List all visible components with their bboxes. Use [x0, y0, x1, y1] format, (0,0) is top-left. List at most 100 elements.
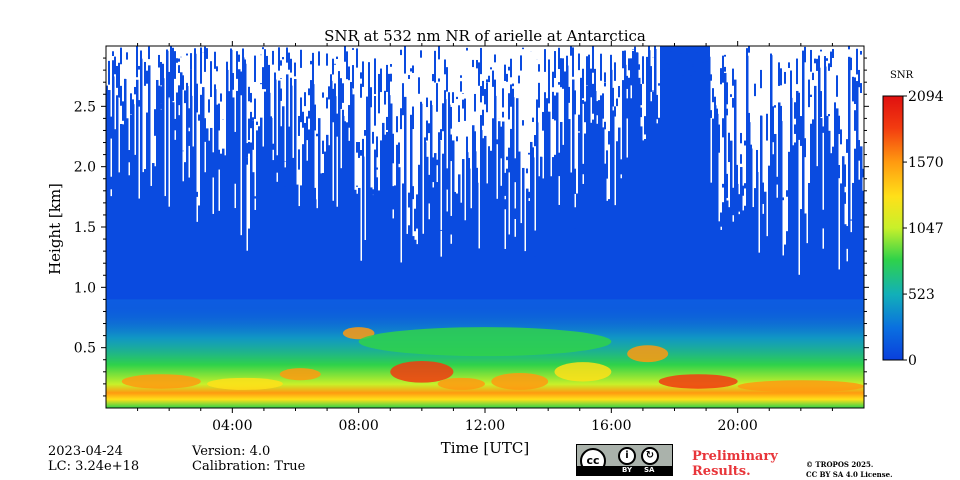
noise-streak	[588, 58, 590, 89]
noise-streak	[280, 60, 282, 66]
noise-streak	[622, 50, 624, 69]
noise-streak	[614, 62, 616, 81]
noise-streak	[662, 46, 664, 70]
signal-column	[220, 161, 223, 408]
noise-streak	[182, 75, 184, 90]
noise-streak	[778, 62, 780, 85]
signal-column	[338, 82, 341, 408]
noise-streak	[356, 142, 358, 153]
signal-column	[296, 184, 299, 408]
noise-streak	[850, 57, 852, 71]
noise-streak	[158, 55, 160, 67]
signal-column	[276, 181, 279, 408]
noise-streak	[232, 73, 234, 87]
noise-streak	[322, 140, 324, 154]
noise-streak	[256, 121, 258, 125]
noise-streak	[332, 58, 334, 75]
signal-column	[622, 80, 625, 408]
signal-column	[530, 141, 533, 408]
signal-column	[854, 148, 857, 408]
noise-streak	[546, 98, 548, 121]
signal-column	[268, 92, 271, 408]
signal-column	[330, 80, 333, 408]
noise-streak	[278, 47, 280, 71]
noise-streak	[414, 208, 416, 232]
signal-column	[210, 127, 213, 408]
noise-streak	[212, 152, 214, 178]
signal-column	[582, 183, 585, 408]
noise-streak	[740, 154, 742, 164]
noise-streak	[460, 81, 462, 92]
noise-streak	[276, 155, 278, 173]
noise-streak	[522, 47, 524, 50]
signal-column	[696, 46, 699, 408]
noise-streak	[178, 65, 180, 74]
noise-streak	[186, 82, 188, 107]
noise-streak	[798, 92, 800, 115]
noise-streak	[322, 92, 324, 98]
noise-streak	[366, 104, 368, 116]
noise-streak	[668, 46, 670, 65]
signal-column	[506, 168, 509, 408]
signal-column	[692, 46, 695, 408]
signal-column	[166, 50, 169, 408]
signal-column	[632, 50, 635, 408]
aerosol-feature	[437, 377, 485, 390]
noise-streak	[594, 68, 596, 93]
noise-streak	[720, 213, 722, 215]
noise-streak	[190, 89, 192, 101]
noise-streak	[656, 94, 658, 120]
signal-column	[206, 128, 209, 408]
noise-streak	[490, 150, 492, 170]
noise-streak	[548, 59, 550, 89]
signal-column	[754, 188, 757, 408]
signal-column	[510, 128, 513, 408]
signal-column	[150, 185, 153, 408]
signal-column	[594, 90, 597, 408]
signal-column	[750, 148, 753, 408]
signal-column	[816, 166, 819, 408]
signal-column	[108, 90, 111, 408]
signal-column	[444, 99, 447, 408]
noise-streak	[244, 59, 246, 87]
noise-streak	[574, 90, 576, 115]
noise-streak	[766, 130, 768, 141]
signal-column	[324, 151, 327, 408]
signal-column	[724, 72, 727, 408]
noise-streak	[144, 61, 146, 77]
signal-column	[498, 121, 501, 408]
noise-streak	[300, 49, 302, 68]
noise-streak	[170, 46, 172, 71]
noise-streak	[440, 229, 442, 231]
noise-streak	[518, 75, 520, 84]
cc-license-badge[interactable]: cc i ↻ BY SA	[576, 444, 673, 476]
noise-streak	[584, 101, 586, 123]
noise-streak	[134, 86, 136, 95]
noise-streak	[110, 176, 112, 190]
noise-streak	[348, 105, 350, 128]
noise-streak	[108, 71, 110, 79]
signal-column	[120, 124, 123, 408]
noise-streak	[852, 182, 854, 189]
noise-streak	[858, 179, 860, 208]
signal-column	[310, 80, 313, 408]
signal-column	[562, 144, 565, 408]
noise-streak	[512, 83, 514, 87]
noise-streak	[492, 70, 494, 87]
noise-streak	[852, 187, 854, 198]
noise-streak	[358, 142, 360, 158]
noise-streak	[640, 84, 642, 106]
noise-streak	[270, 116, 272, 129]
signal-column	[260, 117, 263, 408]
copyright-note: © TROPOS 2025. CC BY SA 4.0 License.	[806, 460, 893, 480]
aerosol-feature	[207, 377, 283, 390]
noise-streak	[440, 129, 442, 141]
noise-streak	[810, 49, 812, 70]
signal-column	[746, 55, 749, 408]
noise-streak	[378, 98, 380, 114]
noise-streak	[392, 133, 394, 164]
signal-column	[348, 140, 351, 408]
signal-column	[398, 167, 401, 408]
signal-column	[840, 183, 843, 408]
noise-streak	[344, 121, 346, 130]
